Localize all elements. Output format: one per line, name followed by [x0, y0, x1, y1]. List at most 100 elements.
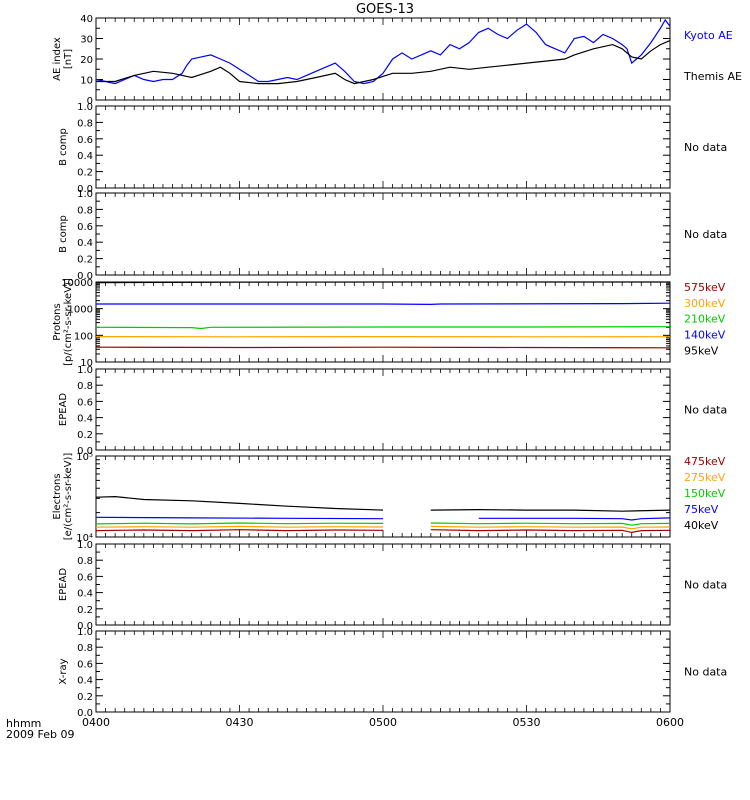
y-axis-label: EPEAD: [58, 393, 69, 427]
legend-entry: 210keV: [684, 313, 726, 326]
y-tick-label: 30: [80, 35, 93, 46]
panel-electrons: 10⁴ 10⁵ Electrons [e/(cm²-s-sr-keV)] 475keV 2…: [52, 452, 726, 544]
series-line-kyoto-ae: [95, 18, 671, 85]
series-line-150kev: [95, 522, 384, 525]
series-line-475kev: [95, 529, 384, 532]
y-axis-label: B comp: [58, 128, 69, 166]
y-tick-label: 0.2: [77, 692, 93, 703]
y-tick-label: 10000: [61, 278, 93, 289]
series-line-475kev: [430, 529, 671, 534]
panel-protons: 10 100 1000 10000 Protons [p/(cm²-s-sr-keV)] 5…: [52, 278, 726, 369]
legend-entry: 75keV: [684, 503, 719, 516]
x-tick-label: 0400: [82, 716, 110, 729]
y-tick-label: 0.4: [77, 414, 93, 425]
legend-entry: 575keV: [684, 281, 726, 294]
series-line-210kev: [95, 326, 671, 330]
y-axis-label: X-ray: [58, 658, 69, 684]
panel-frame: [95, 281, 671, 363]
y-tick-label: 1.0: [77, 540, 93, 551]
x-tick-label: 0500: [369, 716, 397, 729]
y-tick-label: 10⁴: [76, 533, 93, 544]
panel-epead1: 0.0 0.2 0.4 0.6 0.8 1.0 EPEAD No data: [58, 365, 727, 457]
y-tick-label: 1.0: [77, 102, 93, 113]
panel-frame: [95, 105, 671, 189]
y-tick-label: 10⁵: [76, 452, 93, 463]
panel-ae: 0 10 20 30 40 AE index [nT] Kyoto AE Themis AE: [52, 14, 742, 107]
panel-frame: [95, 368, 671, 451]
time-unit-label: hhmm: [6, 717, 41, 730]
no-data-label: No data: [684, 404, 727, 417]
legend-entry: Kyoto AE: [684, 29, 733, 42]
y-tick-label: 0.6: [77, 397, 93, 408]
y-tick-label: 0: [87, 96, 93, 107]
series-line-40kev: [95, 495, 384, 511]
series-line-150kev: [430, 522, 671, 526]
y-tick-label: 0.8: [77, 381, 93, 392]
legend-entry: 95keV: [684, 344, 719, 357]
x-tick-label: 0530: [513, 716, 541, 729]
no-data-label: No data: [684, 666, 727, 679]
y-tick-label: 0.2: [77, 255, 93, 266]
y-axis-label: EPEAD: [58, 568, 69, 602]
y-tick-label: 0.4: [77, 676, 93, 687]
y-tick-label: 0.4: [77, 238, 93, 249]
y-axis-label: AE index: [52, 37, 63, 81]
y-tick-label: 0.8: [77, 205, 93, 216]
y-tick-label: 40: [80, 14, 93, 25]
y-tick-label: 0.6: [77, 135, 93, 146]
plot-title: GOES-13: [356, 2, 414, 17]
y-tick-label: 0.6: [77, 572, 93, 583]
y-tick-label: 0.8: [77, 643, 93, 654]
y-tick-label: 0.4: [77, 589, 93, 600]
y-tick-label: 0.6: [77, 659, 93, 670]
y-tick-label: 1000: [68, 305, 93, 316]
series-line-themis-ae: [96, 40, 671, 85]
x-axis-labels: 0400 0430 0500 0530 0600: [82, 716, 684, 729]
y-tick-label: 1.0: [77, 189, 93, 200]
series-line-575kev: [95, 346, 671, 349]
y-tick-label: 0.0: [77, 184, 93, 195]
panel-epead2: 0.0 0.2 0.4 0.6 0.8 1.0 EPEAD No data: [58, 540, 727, 632]
legend-entry: 275keV: [684, 471, 726, 484]
y-tick-label: 0.0: [77, 271, 93, 282]
y-tick-label: 0.2: [77, 430, 93, 441]
panel-frame: [95, 17, 671, 101]
y-axis-label: [nT]: [63, 49, 74, 69]
series-line-275kev: [430, 525, 671, 530]
date-label: 2009 Feb 09: [6, 728, 74, 741]
legend-entry: Themis AE: [683, 70, 742, 83]
series-line-75kev: [478, 517, 671, 521]
legend-entry: 300keV: [684, 297, 726, 310]
series-line-275kev: [95, 525, 384, 528]
y-tick-label: 10: [80, 76, 93, 87]
y-tick-label: 100: [74, 331, 93, 342]
y-axis-label: Protons: [52, 303, 63, 340]
series-line-95kev: [95, 281, 670, 284]
y-axis-label: [p/(cm²-s-sr-keV)]: [63, 278, 74, 366]
panels: 0 10 20 30 40 AE index [nT] Kyoto AE Themis AE 0.…: [52, 14, 742, 729]
y-axis-label: [e/(cm²-s-sr-keV)]: [63, 453, 74, 541]
y-tick-label: 0.0: [77, 446, 93, 457]
legend-entry: 150keV: [684, 487, 726, 500]
y-tick-label: 1.0: [77, 365, 93, 376]
y-tick-label: 0.0: [77, 708, 93, 719]
no-data-label: No data: [684, 228, 727, 241]
y-tick-label: 10: [80, 358, 93, 369]
panel-xray: 0.0 0.2 0.4 0.6 0.8 1.0 X-ray No data: [58, 627, 727, 719]
no-data-label: No data: [684, 579, 727, 592]
y-tick-label: 0.2: [77, 168, 93, 179]
panel-frame: [95, 630, 671, 713]
y-tick-label: 0.2: [77, 605, 93, 616]
y-tick-label: 20: [80, 55, 93, 66]
y-tick-label: 0.8: [77, 556, 93, 567]
y-tick-label: 0.6: [77, 222, 93, 233]
series-line-75kev: [95, 516, 384, 520]
series-line-40kev: [430, 508, 671, 512]
y-axis-label: Electrons: [52, 473, 63, 519]
y-tick-label: 0.4: [77, 151, 93, 162]
legend-entry: 140keV: [684, 329, 726, 342]
series-line-140kev: [96, 302, 671, 306]
no-data-label: No data: [684, 141, 727, 154]
y-tick-label: 0.8: [77, 118, 93, 129]
